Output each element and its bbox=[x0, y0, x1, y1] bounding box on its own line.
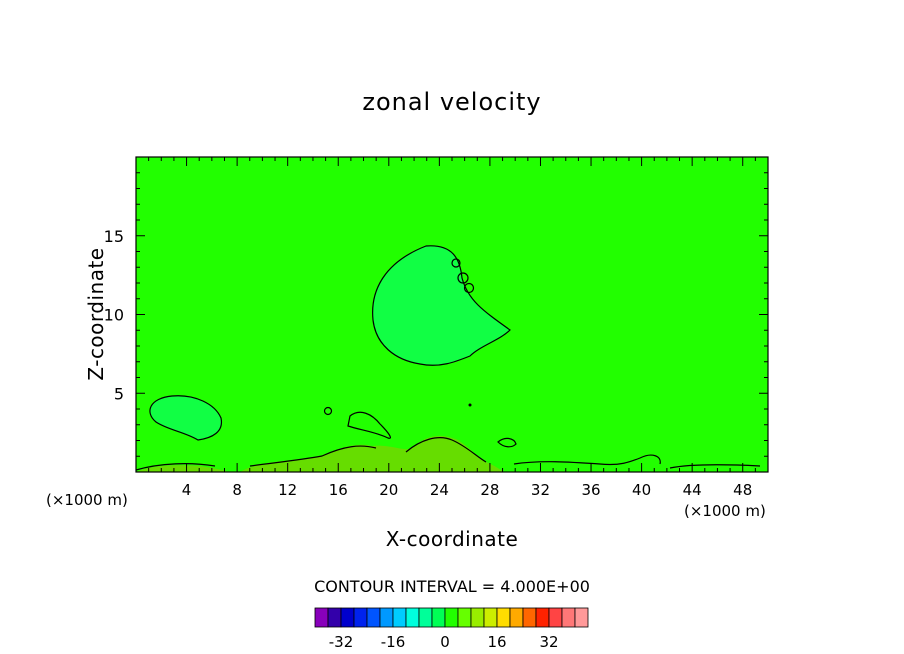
colorbar-swatch bbox=[366, 607, 381, 628]
contour-region-upper-eddy bbox=[372, 245, 511, 366]
x-tick-label: 40 bbox=[632, 481, 651, 499]
colorbar-swatch bbox=[509, 607, 524, 628]
x-tick-label: 24 bbox=[430, 481, 449, 499]
contour-small-ring bbox=[323, 406, 333, 416]
contour-line-small bbox=[347, 411, 392, 439]
colorbar-swatch bbox=[561, 607, 576, 628]
contour-region-near-surface-band bbox=[136, 465, 230, 472]
colorbar-swatch bbox=[418, 607, 433, 628]
chart-title: zonal velocity bbox=[362, 88, 542, 116]
colorbar-swatch bbox=[340, 607, 355, 628]
colorbar-swatch bbox=[457, 607, 472, 628]
colorbar-tick-label: 16 bbox=[487, 633, 506, 651]
x-axis-ticks: 4 8 12 16 20 24 28 32 36 40 44 48 bbox=[182, 481, 752, 499]
x-tick-label: 16 bbox=[329, 481, 348, 499]
colorbar-swatch bbox=[548, 607, 563, 628]
x-axis-unit-right: (×1000 m) bbox=[684, 502, 766, 520]
contour-region-lower-left-eddy bbox=[149, 395, 223, 441]
contour-line-small bbox=[497, 437, 517, 448]
x-tick-label: 8 bbox=[232, 481, 242, 499]
contour-small-ring bbox=[457, 272, 469, 284]
colorbar-swatch bbox=[470, 607, 485, 628]
x-tick-label: 28 bbox=[480, 481, 499, 499]
x-axis-unit-left: (×1000 m) bbox=[46, 491, 128, 509]
x-tick-label: 48 bbox=[733, 481, 752, 499]
contour-small-ring bbox=[451, 258, 461, 268]
colorbar-swatch bbox=[444, 607, 459, 628]
colorbar-swatch bbox=[431, 607, 446, 628]
colorbar-swatch bbox=[327, 607, 342, 628]
colorbar-swatch bbox=[353, 607, 368, 628]
contour-interval-text: CONTOUR INTERVAL = 4.000E+00 bbox=[314, 577, 590, 596]
x-tick-label: 4 bbox=[182, 481, 192, 499]
colorbar-tick-label: -16 bbox=[381, 633, 406, 651]
colorbar-tick-label: 32 bbox=[539, 633, 558, 651]
x-tick-label: 12 bbox=[278, 481, 297, 499]
colorbar-swatch bbox=[392, 607, 407, 628]
colorbar-swatch bbox=[483, 607, 498, 628]
x-tick-label: 32 bbox=[531, 481, 550, 499]
contour-regions bbox=[135, 245, 761, 472]
y-tick-label: 15 bbox=[104, 227, 124, 246]
colorbar-swatch bbox=[405, 607, 420, 628]
x-tick-label: 44 bbox=[683, 481, 702, 499]
colorbar-swatch bbox=[314, 607, 329, 628]
colorbar-swatch bbox=[574, 607, 589, 628]
colorbar-tick-label: 0 bbox=[440, 633, 450, 651]
y-axis-ticks: 5 10 15 bbox=[104, 227, 124, 404]
x-tick-label: 20 bbox=[379, 481, 398, 499]
colorbar: -32 -16 0 16 32 bbox=[314, 607, 589, 651]
contour-region-near-surface-band bbox=[240, 435, 505, 472]
colorbar-swatch bbox=[522, 607, 537, 628]
colorbar-swatch bbox=[496, 607, 511, 628]
plot-frame bbox=[135, 156, 769, 473]
x-axis-label: X-coordinate bbox=[385, 527, 519, 551]
colorbar-tick-label: -32 bbox=[329, 633, 354, 651]
contour-line-surface bbox=[135, 437, 761, 471]
colorbar-swatch bbox=[379, 607, 394, 628]
contour-small-ring bbox=[463, 282, 475, 294]
y-tick-label: 10 bbox=[104, 306, 124, 325]
x-tick-label: 36 bbox=[581, 481, 600, 499]
contour-dot bbox=[468, 403, 472, 407]
y-tick-label: 5 bbox=[114, 384, 124, 403]
colorbar-swatch bbox=[535, 607, 550, 628]
